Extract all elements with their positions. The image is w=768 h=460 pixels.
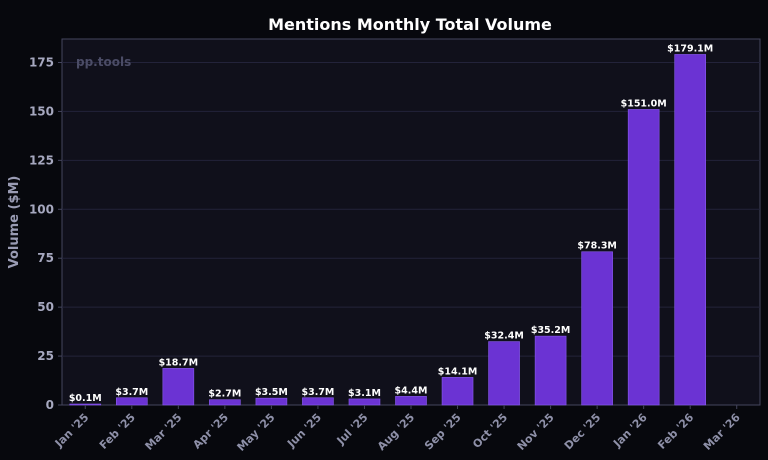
y-axis-label: Volume ($M) xyxy=(7,176,22,269)
x-tick-label: May '25 xyxy=(235,411,278,454)
x-tick-label: Jan '25 xyxy=(52,411,91,450)
data-label: $3.5M xyxy=(255,387,288,398)
bar xyxy=(488,341,520,406)
data-labels: $0.1M $3.7M $18.7M $2.7M $3.5M $3.7M $3.1M $4.4… xyxy=(69,43,713,404)
bar xyxy=(581,251,613,406)
bar xyxy=(395,396,427,406)
y-axis-ticks: 0 25 50 75 100 125 150 175 xyxy=(29,55,62,412)
watermark: pp.tools xyxy=(76,55,131,69)
x-tick-label: Dec '25 xyxy=(562,411,603,452)
chart-title: Mentions Monthly Total Volume xyxy=(268,15,552,34)
y-tick-label: 25 xyxy=(37,349,54,363)
data-label: $18.7M xyxy=(159,357,199,368)
x-tick-label: Aug '25 xyxy=(375,411,417,453)
bar xyxy=(348,398,381,406)
x-tick-label: Jan '26 xyxy=(610,411,650,451)
x-tick-label: Jul '25 xyxy=(334,411,371,448)
bar xyxy=(162,368,195,406)
x-tick-label: Apr '25 xyxy=(190,411,231,452)
bar xyxy=(255,397,288,406)
x-tick-label: Mar '25 xyxy=(143,411,185,453)
x-tick-label: Mar '26 xyxy=(701,411,743,453)
bars xyxy=(69,54,707,406)
data-label: $3.7M xyxy=(301,387,334,398)
data-label: $3.7M xyxy=(115,387,148,398)
data-label: $32.4M xyxy=(484,331,524,342)
data-label: $179.1M xyxy=(667,43,713,54)
data-label: $35.2M xyxy=(531,325,571,336)
x-axis-ticks: Jan '25 Feb '25 Mar '25 Apr '25 May '25 Jun '… xyxy=(52,405,743,454)
data-label: $0.1M xyxy=(69,393,102,404)
y-tick-label: 100 xyxy=(29,202,54,216)
y-tick-label: 175 xyxy=(29,55,54,69)
x-tick-label: Feb '25 xyxy=(97,411,138,452)
data-label: $2.7M xyxy=(208,389,241,400)
y-tick-label: 50 xyxy=(37,300,54,314)
x-tick-label: Nov '25 xyxy=(515,411,557,453)
bar xyxy=(209,399,241,406)
data-label: $3.1M xyxy=(348,388,381,399)
bar xyxy=(116,397,148,406)
data-label: $14.1M xyxy=(438,366,478,377)
bar xyxy=(441,377,474,406)
x-tick-label: Feb '26 xyxy=(655,411,696,452)
data-label: $4.4M xyxy=(395,385,428,396)
y-tick-label: 0 xyxy=(46,398,54,412)
x-tick-label: Jun '25 xyxy=(284,411,324,451)
y-tick-label: 150 xyxy=(29,104,54,118)
bar xyxy=(627,109,660,406)
data-label: $78.3M xyxy=(577,241,617,252)
data-label: $151.0M xyxy=(621,98,667,109)
x-tick-label: Sep '25 xyxy=(422,411,464,453)
bar xyxy=(534,335,567,406)
x-tick-label: Oct '25 xyxy=(470,411,510,451)
y-tick-label: 125 xyxy=(29,153,54,167)
bar xyxy=(69,403,102,406)
bar xyxy=(674,54,707,406)
y-tick-label: 75 xyxy=(37,251,54,265)
bar xyxy=(302,397,334,406)
